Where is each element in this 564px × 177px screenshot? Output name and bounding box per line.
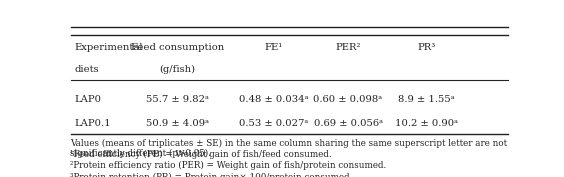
Text: 8.9 ± 1.55ᵃ: 8.9 ± 1.55ᵃ [398,95,455,104]
Text: 55.7 ± 9.82ᵃ: 55.7 ± 9.82ᵃ [146,95,209,104]
Text: diets: diets [75,65,99,74]
Text: LAP0.1: LAP0.1 [75,119,112,128]
Text: 0.60 ± 0.098ᵃ: 0.60 ± 0.098ᵃ [314,95,382,104]
Text: Values (means of triplicates ± SE) in the same column sharing the same superscri: Values (means of triplicates ± SE) in th… [70,138,508,158]
Text: 50.9 ± 4.09ᵃ: 50.9 ± 4.09ᵃ [146,119,209,128]
Text: PER²: PER² [336,43,361,52]
Text: 0.53 ± 0.027ᵃ: 0.53 ± 0.027ᵃ [239,119,309,128]
Text: (g/fish): (g/fish) [160,65,196,74]
Text: 10.2 ± 0.90ᵃ: 10.2 ± 0.90ᵃ [395,119,458,128]
Text: ³Protein retention (PR) = Protein gain× 100/protein consumed.: ³Protein retention (PR) = Protein gain× … [70,172,353,177]
Text: FE¹: FE¹ [265,43,283,52]
Text: LAP0: LAP0 [75,95,102,104]
Text: Feed consumption: Feed consumption [131,43,224,52]
Text: PR³: PR³ [417,43,436,52]
Text: ²Protein efficiency ratio (PER) = Weight gain of fish/protein consumed.: ²Protein efficiency ratio (PER) = Weight… [70,161,387,170]
Text: 0.48 ± 0.034ᵃ: 0.48 ± 0.034ᵃ [239,95,309,104]
Text: 0.69 ± 0.056ᵃ: 0.69 ± 0.056ᵃ [314,119,382,128]
Text: ¹Feed efficiency (FE) = Weight gain of fish/feed consumed.: ¹Feed efficiency (FE) = Weight gain of f… [70,150,332,159]
Text: Experimental: Experimental [75,43,143,52]
